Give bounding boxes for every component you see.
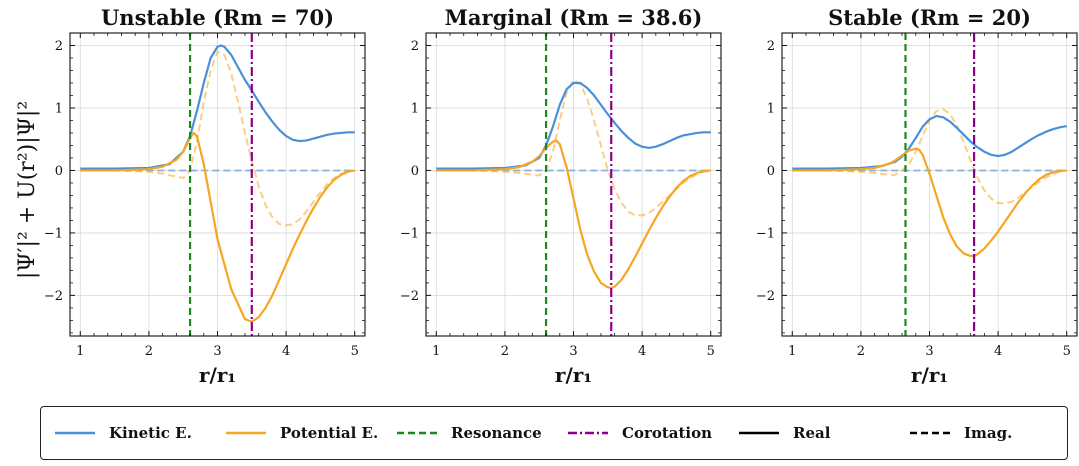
series-line-potential-e-real: [80, 131, 355, 323]
legend-entry-imag: Imag.: [910, 424, 1012, 442]
y-tick-label: −2: [400, 289, 419, 304]
x-tick-label: 1: [76, 344, 84, 359]
x-tick-label: 2: [857, 344, 865, 359]
legend-entry-kinetic-e: Kinetic E.: [55, 424, 192, 442]
x-tick-label: 5: [351, 344, 359, 359]
legend-label: Potential E.: [280, 424, 378, 442]
y-tick-label: 2: [767, 39, 775, 54]
x-tick-label: 3: [925, 344, 933, 359]
y-tick-label: −1: [400, 226, 419, 241]
chart-panel-3: 1 2 3 4 5 −2 −1 0 1 2 Stable (Rm = 20) r/r₁: [756, 5, 1078, 387]
x-tick-label: 5: [1063, 344, 1071, 359]
y-tick-label: 0: [55, 164, 63, 179]
legend-label: Corotation: [622, 424, 712, 442]
x-tick-label: 3: [213, 344, 221, 359]
plot-area: [80, 33, 355, 336]
x-tick-label: 4: [638, 344, 646, 359]
series-line-potential-e-real: [792, 147, 1067, 258]
x-tick-label: 5: [707, 344, 715, 359]
x-tick-label: 2: [501, 344, 509, 359]
legend-entries: Kinetic E. Potential E. Resonance Corotatio…: [55, 424, 1012, 442]
y-tick-label: 1: [55, 101, 63, 116]
chart-panels: 1 2 3 4 5 −2 −1 0 1 2 Unstable (Rm = 70) r/r₁ 1 2 3 4 5 −…: [44, 5, 1078, 387]
x-axis-label: r/r₁: [555, 363, 592, 387]
x-tick-label: 2: [145, 344, 153, 359]
legend: Kinetic E. Potential E. Resonance Corotatio…: [40, 406, 1068, 460]
chart-panel-1: 1 2 3 4 5 −2 −1 0 1 2 Unstable (Rm = 70) r/r₁: [44, 5, 366, 387]
y-tick-label: 0: [767, 164, 775, 179]
legend-label: Real: [793, 424, 831, 442]
legend-entry-corotation: Corotation: [568, 424, 712, 442]
legend-entry-real: Real: [739, 424, 831, 442]
x-tick-label: 1: [788, 344, 796, 359]
y-tick-label: 0: [411, 164, 419, 179]
y-tick-label: −1: [44, 226, 63, 241]
y-axis-label: |Ψ′|² + U(r²)|Ψ|²: [15, 101, 40, 279]
y-tick-label: −2: [44, 289, 63, 304]
plot-area: [792, 33, 1067, 336]
x-tick-label: 1: [432, 344, 440, 359]
legend-label: Imag.: [964, 424, 1012, 442]
chart-panel-2: 1 2 3 4 5 −2 −1 0 1 2 Marginal (Rm = 38.6) r/r₁: [400, 5, 722, 387]
y-tick-label: −1: [756, 226, 775, 241]
panel-title: Unstable (Rm = 70): [101, 5, 334, 30]
plot-area: [436, 33, 711, 336]
x-axis-label: r/r₁: [911, 363, 948, 387]
legend-entry-potential-e: Potential E.: [226, 424, 378, 442]
y-tick-label: 2: [411, 39, 419, 54]
x-tick-label: 4: [994, 344, 1002, 359]
y-tick-label: 1: [411, 101, 419, 116]
x-tick-label: 4: [282, 344, 290, 359]
panel-title: Marginal (Rm = 38.6): [445, 5, 703, 30]
series-line-potential-e-imag: [792, 108, 1067, 205]
legend-label: Resonance: [451, 424, 542, 442]
series-line-potential-e-real: [436, 139, 711, 289]
legend-label: Kinetic E.: [109, 424, 192, 442]
y-tick-label: 1: [767, 101, 775, 116]
legend-entry-resonance: Resonance: [397, 424, 542, 442]
x-axis-label: r/r₁: [199, 363, 236, 387]
y-tick-label: 2: [55, 39, 63, 54]
series-line-potential-e-imag: [80, 50, 355, 227]
panel-title: Stable (Rm = 20): [828, 5, 1031, 30]
x-tick-label: 3: [569, 344, 577, 359]
y-tick-label: −2: [756, 289, 775, 304]
